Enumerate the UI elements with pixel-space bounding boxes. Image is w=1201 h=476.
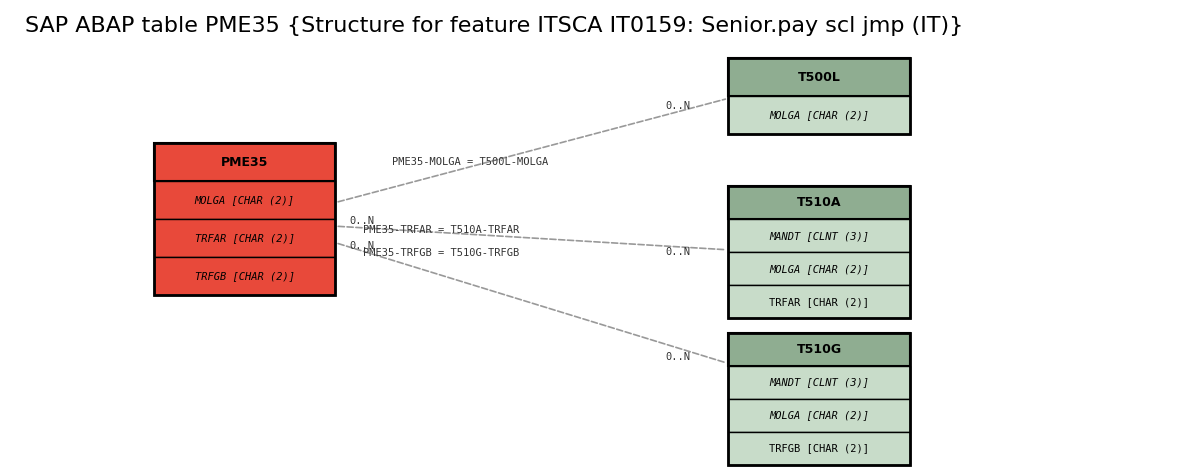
Text: 0..N: 0..N — [349, 217, 375, 227]
FancyBboxPatch shape — [728, 366, 910, 399]
Text: T510A: T510A — [796, 196, 841, 209]
Text: TRFAR [CHAR (2)]: TRFAR [CHAR (2)] — [195, 233, 294, 243]
Text: MOLGA [CHAR (2)]: MOLGA [CHAR (2)] — [769, 410, 870, 420]
Text: MANDT [CLNT (3)]: MANDT [CLNT (3)] — [769, 231, 870, 241]
FancyBboxPatch shape — [728, 252, 910, 285]
FancyBboxPatch shape — [154, 181, 335, 219]
Text: MOLGA [CHAR (2)]: MOLGA [CHAR (2)] — [769, 110, 870, 120]
Text: PME35: PME35 — [221, 156, 268, 169]
FancyBboxPatch shape — [728, 333, 910, 366]
FancyBboxPatch shape — [728, 186, 910, 219]
Text: T500L: T500L — [797, 70, 841, 84]
Text: PME35-TRFGB = T510G-TRFGB: PME35-TRFGB = T510G-TRFGB — [363, 248, 519, 258]
Text: 0..N: 0..N — [665, 247, 691, 257]
Text: SAP ABAP table PME35 {Structure for feature ITSCA IT0159: Senior.pay scl jmp (IT: SAP ABAP table PME35 {Structure for feat… — [25, 16, 963, 36]
Text: TRFGB [CHAR (2)]: TRFGB [CHAR (2)] — [769, 444, 870, 454]
FancyBboxPatch shape — [728, 96, 910, 134]
Text: PME35-MOLGA = T500L-MOLGA: PME35-MOLGA = T500L-MOLGA — [392, 157, 549, 167]
Text: MANDT [CLNT (3)]: MANDT [CLNT (3)] — [769, 377, 870, 387]
FancyBboxPatch shape — [728, 399, 910, 432]
Text: TRFGB [CHAR (2)]: TRFGB [CHAR (2)] — [195, 271, 294, 281]
Text: MOLGA [CHAR (2)]: MOLGA [CHAR (2)] — [769, 264, 870, 274]
Text: 0..N: 0..N — [665, 101, 691, 111]
Text: 0..N: 0..N — [665, 352, 691, 362]
FancyBboxPatch shape — [728, 219, 910, 252]
FancyBboxPatch shape — [728, 285, 910, 318]
FancyBboxPatch shape — [154, 219, 335, 257]
FancyBboxPatch shape — [154, 257, 335, 295]
Text: T510G: T510G — [796, 343, 842, 356]
FancyBboxPatch shape — [728, 58, 910, 96]
Text: TRFAR [CHAR (2)]: TRFAR [CHAR (2)] — [769, 297, 870, 307]
FancyBboxPatch shape — [154, 143, 335, 181]
Text: MOLGA [CHAR (2)]: MOLGA [CHAR (2)] — [195, 195, 294, 205]
Text: PME35-TRFAR = T510A-TRFAR: PME35-TRFAR = T510A-TRFAR — [363, 225, 519, 235]
FancyBboxPatch shape — [728, 432, 910, 465]
Text: 0..N: 0..N — [349, 241, 375, 251]
